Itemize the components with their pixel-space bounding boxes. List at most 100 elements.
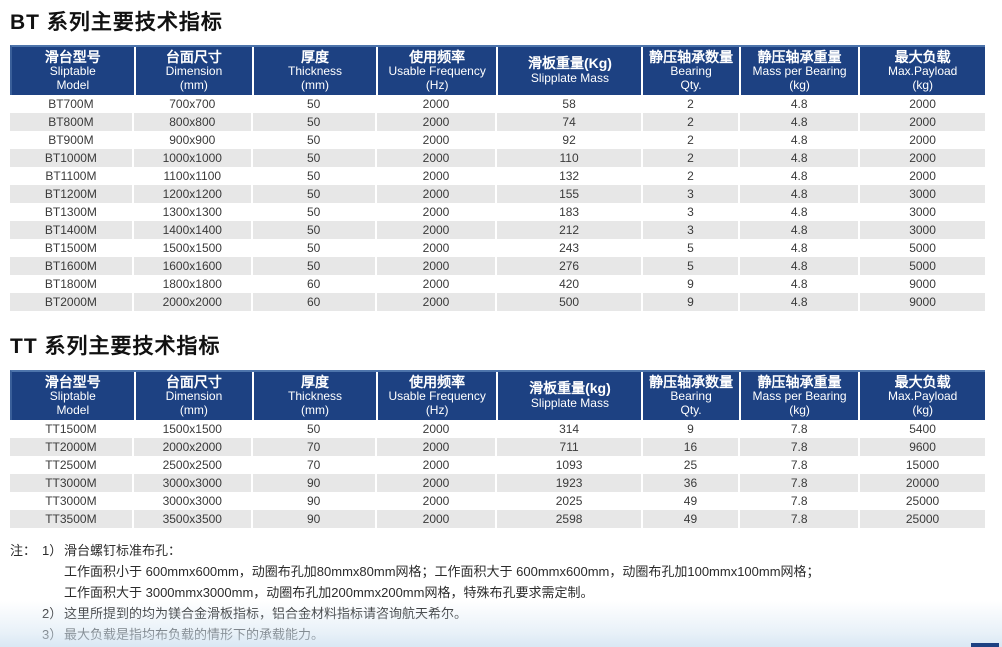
table-cell: 49 (643, 492, 741, 510)
table-cell: 2000 (909, 151, 936, 165)
table-cell: 50 (253, 131, 377, 149)
table-cell: 92 (497, 131, 643, 149)
table-cell: 3 (643, 221, 741, 239)
table-cell: 4.8 (740, 185, 861, 203)
table-cell: 900x900 (134, 131, 253, 149)
table-row: BT700M 700x700 50 2000 58 2 4.8 2000 (10, 95, 985, 113)
table-cell: 1400x1400 (134, 221, 253, 239)
table-row: TT3500M 3500x3500 90 2000 2598 49 7.8 25000 (10, 510, 985, 528)
table-cell: 25000 (905, 512, 940, 526)
table-cell: 500 (497, 293, 643, 311)
table-cell: 1800x1800 (134, 275, 253, 293)
table-cell: TT3500M (10, 510, 134, 528)
table-cell: TT1500M (10, 420, 134, 438)
table-cell: 7.8 (740, 438, 861, 456)
table-cell: 7.8 (740, 420, 861, 438)
table-cell: 4.8 (740, 113, 861, 131)
table-cell: 2000 (377, 510, 498, 528)
table-row: BT1400M 1400x1400 50 2000 212 3 4.8 3000 (10, 221, 985, 239)
table-cell: 9000 (909, 295, 936, 309)
tt-table-header: 滑台型号 Sliptable Model 台面尺寸 Dimension (mm)… (10, 370, 985, 420)
table-cell: 2 (643, 113, 741, 131)
table-cell: 5000 (909, 241, 936, 255)
table-cell: 3000 (909, 205, 936, 219)
table-cell: 90 (253, 492, 377, 510)
note-number: 1） (42, 543, 63, 558)
tt-header-model: 滑台型号 Sliptable Model (12, 372, 136, 420)
table-row: TT2000M 2000x2000 70 2000 711 16 7.8 9600 (10, 438, 985, 456)
note-line: 滑台螺钉标准布孔： (64, 543, 182, 558)
table-cell: 4.8 (740, 95, 861, 113)
note-item-1: 注： 1） 滑台螺钉标准布孔： 工作面积小于 600mmx600mm，动圈布孔加… (10, 540, 990, 603)
table-cell: BT900M (10, 131, 134, 149)
note-number: 2） (42, 606, 63, 621)
table-cell: 155 (497, 185, 643, 203)
table-cell: 2000 (377, 257, 498, 275)
table-cell: 314 (497, 420, 643, 438)
table-cell: 3500x3500 (134, 510, 253, 528)
table-row: BT1600M 1600x1600 50 2000 276 5 4.8 5000 (10, 257, 985, 275)
table-cell: 2000 (377, 221, 498, 239)
table-cell: 1500x1500 (134, 420, 253, 438)
table-cell: 49 (643, 510, 741, 528)
table-cell: 711 (497, 438, 643, 456)
table-cell: 1100x1100 (134, 167, 253, 185)
table-cell: 1923 (497, 474, 643, 492)
table-cell: 70 (253, 456, 377, 474)
table-cell: 25000 (905, 494, 940, 508)
bt-table-body: BT700M 700x700 50 2000 58 2 4.8 2000 BT800M 800x8… (10, 95, 985, 311)
table-row: BT900M 900x900 50 2000 92 2 4.8 2000 (10, 131, 985, 149)
table-cell: 2000 (377, 131, 498, 149)
table-cell: 3000x3000 (134, 492, 253, 510)
table-cell: BT1400M (10, 221, 134, 239)
table-row: BT2000M 2000x2000 60 2000 500 9 4.8 9000 (10, 293, 985, 311)
table-cell: 16 (643, 438, 741, 456)
table-row: TT1500M 1500x1500 50 2000 314 9 7.8 5400 (10, 420, 985, 438)
table-cell: 2000 (909, 133, 936, 147)
table-cell: 2598 (497, 510, 643, 528)
note-item-2: 2） 这里所提到的均为镁合金滑板指标，铝合金材料指标请咨询航天希尔。 (10, 603, 990, 624)
note-line: 这里所提到的均为镁合金滑板指标，铝合金材料指标请咨询航天希尔。 (64, 606, 468, 621)
table-row: BT1300M 1300x1300 50 2000 183 3 4.8 3000 (10, 203, 985, 221)
page-corner-bar (971, 643, 999, 647)
table-cell: 1200x1200 (134, 185, 253, 203)
table-cell: BT800M (10, 113, 134, 131)
tt-header-frequency: 使用频率 Usable Frequency (Hz) (378, 372, 499, 420)
table-cell: BT1300M (10, 203, 134, 221)
table-cell: BT1500M (10, 239, 134, 257)
table-cell: 212 (497, 221, 643, 239)
note-number: 3） (42, 627, 63, 642)
table-cell: 5400 (909, 422, 936, 436)
tt-table-body: TT1500M 1500x1500 50 2000 314 9 7.8 5400 TT2000M… (10, 420, 985, 528)
table-cell: TT2500M (10, 456, 134, 474)
table-row: BT1500M 1500x1500 50 2000 243 5 4.8 5000 (10, 239, 985, 257)
table-cell: TT3000M (10, 474, 134, 492)
table-cell: 420 (497, 275, 643, 293)
table-cell: 2000 (377, 113, 498, 131)
table-row: TT2500M 2500x2500 70 2000 1093 25 7.8 15000 (10, 456, 985, 474)
bt-header-dimension: 台面尺寸 Dimension (mm) (136, 47, 255, 95)
table-cell: 50 (253, 257, 377, 275)
table-cell: 9 (643, 275, 741, 293)
note-item-3: 3） 最大负载是指均布负载的情形下的承载能力。 (10, 624, 990, 645)
note-label: 注： (10, 543, 37, 558)
table-cell: 70 (253, 438, 377, 456)
tt-header-thickness: 厚度 Thickness (mm) (254, 372, 378, 420)
table-cell: 800x800 (134, 113, 253, 131)
bt-header-mass-per-bearing: 静压轴承重量 Mass per Bearing (kg) (741, 47, 861, 95)
table-cell: 2000 (377, 149, 498, 167)
tt-spec-table: 滑台型号 Sliptable Model 台面尺寸 Dimension (mm)… (10, 370, 985, 528)
table-cell: 4.8 (740, 221, 861, 239)
table-cell: 3000 (909, 223, 936, 237)
table-cell: BT1600M (10, 257, 134, 275)
table-cell: 74 (497, 113, 643, 131)
table-cell: 2000 (377, 438, 498, 456)
tt-table-title: TT 系列主要技术指标 (10, 335, 221, 358)
bt-table-title: BT 系列主要技术指标 (10, 11, 223, 34)
note-line: 工作面积大于 3000mmx3000mm，动圈布孔加200mmx200mm网格，… (64, 585, 594, 600)
table-cell: 25 (643, 456, 741, 474)
table-cell: 9 (643, 420, 741, 438)
table-cell: 4.8 (740, 149, 861, 167)
table-cell: 700x700 (134, 95, 253, 113)
